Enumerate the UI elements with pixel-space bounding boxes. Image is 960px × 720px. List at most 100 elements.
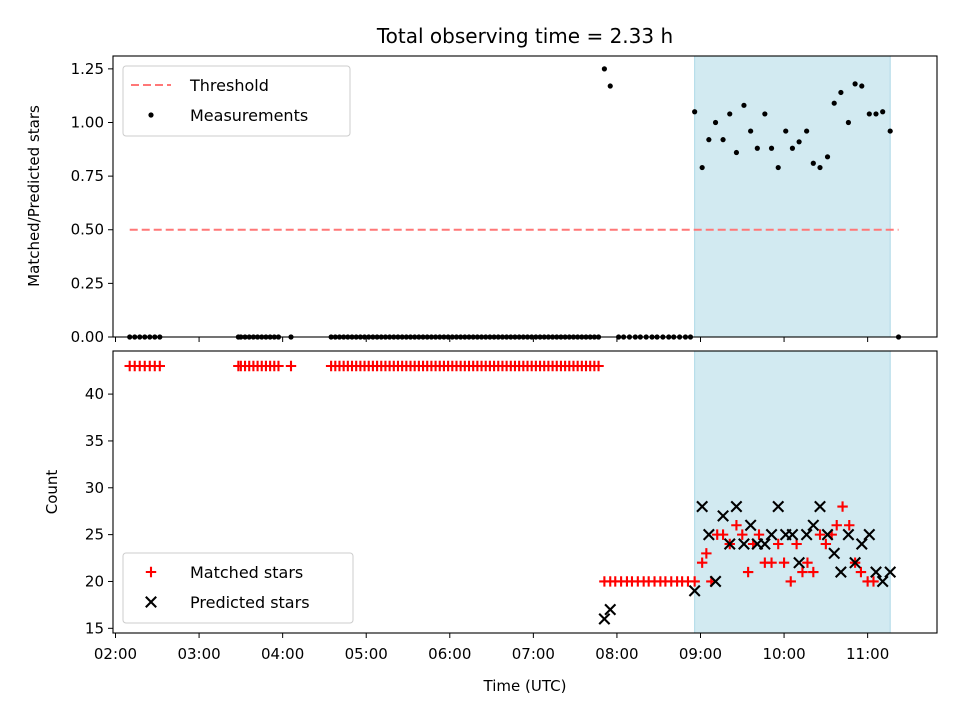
data-point [796,139,802,145]
data-point [593,360,604,372]
data-point [887,128,893,134]
y-tick-label: 35 [85,432,104,450]
y-tick-label: 25 [85,526,104,544]
y-tick-label: 40 [85,385,104,403]
data-point [758,538,771,550]
data-point [733,149,740,156]
count-panel: 15 20 25 30 35 40 02:00 03:00 04:00 05:00 06:00 07:… [85,350,938,663]
y-tick-label: 15 [85,619,104,637]
data-point [831,100,837,106]
data-point [842,528,855,541]
legend-frame [122,552,354,624]
data-point [866,111,872,117]
data-point [717,509,730,522]
data-point [748,128,754,134]
data-point [709,575,722,588]
data-point [723,538,736,550]
plot-frame [112,55,938,338]
data-point [720,137,726,143]
data-point [688,584,701,597]
data-point [873,111,879,117]
data-point [789,145,796,151]
data-point [870,566,882,579]
data-point [814,500,826,513]
ratio-panel: 0.00 0.25 0.50 0.75 1.00 1.25 Threshold Measure… [71,55,938,346]
observing-span-shade [694,55,891,338]
data-point [808,566,819,578]
legend-entry: Threshold [189,76,269,95]
data-point [692,109,698,115]
data-point [783,128,789,134]
data-point [689,576,700,587]
x-tick-label: 02:00 [94,645,137,663]
data-point [738,538,750,550]
data-point [701,548,712,559]
x-tick-label: 05:00 [345,645,388,663]
data-point [821,528,834,541]
data-point [772,500,785,513]
data-point [845,119,852,126]
y-tick-label: 0.25 [71,274,104,292]
data-point [607,83,613,89]
data-point [828,547,841,560]
data-point [824,154,831,160]
data-point [742,566,754,578]
data-point [785,576,796,587]
data-point [765,528,778,541]
y-tick-label: 1.00 [71,113,104,131]
x-tick-label: 08:00 [595,645,638,663]
legend-handle [145,596,157,608]
data-point [786,528,799,541]
legend-handle [145,566,157,578]
data-point [273,360,284,372]
y-tick-label: 0.50 [71,221,104,239]
data-point [741,102,747,108]
data-point [598,613,611,625]
data-point [696,557,708,568]
data-point [820,538,832,550]
data-point [754,145,760,151]
data-point [868,576,879,587]
data-point [699,164,705,171]
data-point [717,529,729,540]
legend-frame [122,65,351,137]
data-point [855,566,867,578]
x-tick-label: 10:00 [762,645,805,663]
plot-frame [112,350,938,634]
data-point [285,360,297,372]
legend: Threshold Measurements [122,65,351,137]
data-point [849,556,862,569]
data-point [855,538,868,550]
data-point [731,520,742,531]
data-point [807,519,820,532]
data-point [778,557,790,568]
data-point [834,566,847,579]
data-point [753,529,765,540]
data-point [793,556,806,569]
data-point [817,164,823,171]
data-point [814,529,826,540]
legend-entry: Measurements [190,106,308,125]
y-tick-label: 0.75 [71,167,104,185]
y-axis-label-count: Count [43,470,61,515]
data-point [802,557,813,568]
chart-title: Total observing time = 2.33 h [376,24,673,48]
data-point [154,360,165,372]
data-point [791,538,802,550]
data-point [766,557,777,568]
x-tick-label: 06:00 [428,645,471,663]
y-axis-label-ratio: Matched/Predicted stars [25,105,43,287]
y-tick-label: 0.00 [71,328,104,346]
data-point [810,160,816,166]
legend-entry: Predicted stars [190,593,310,612]
data-point [880,109,886,115]
x-axis-label: Time (UTC) [483,677,567,695]
data-point [768,145,775,151]
data-point [837,501,848,512]
data-point [712,119,719,126]
x-tick-label: 11:00 [846,645,889,663]
data-point [696,500,709,513]
data-point [838,89,844,96]
data-point [762,111,768,117]
